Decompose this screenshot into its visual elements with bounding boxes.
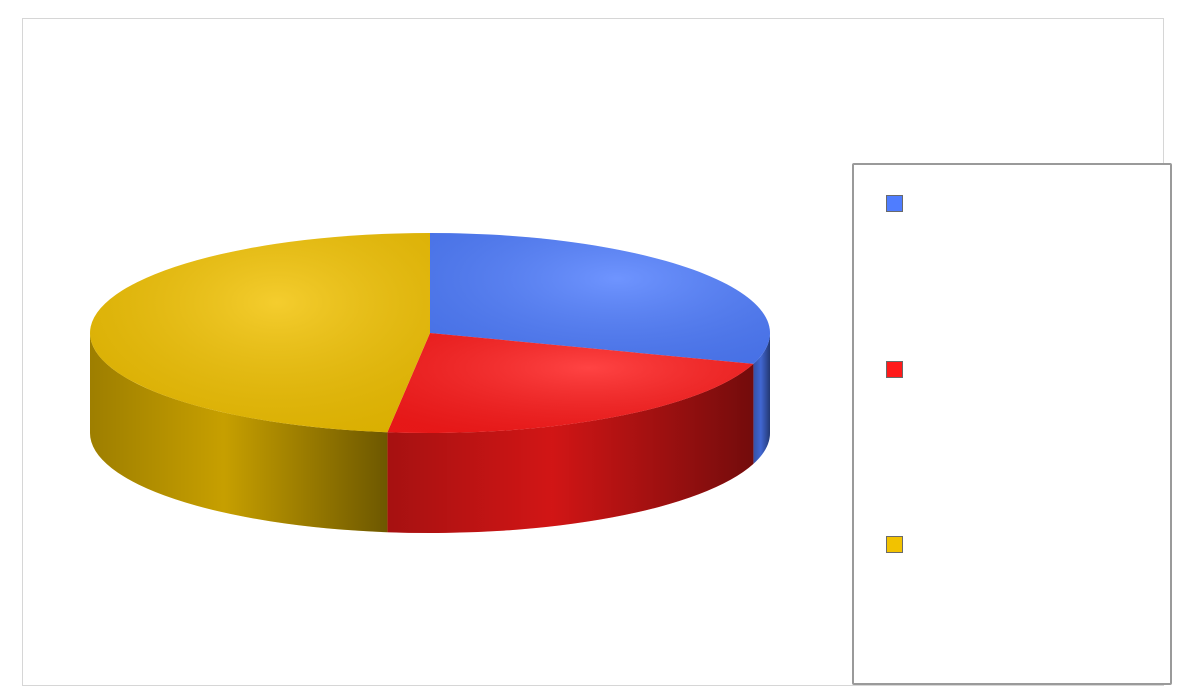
pie-tops bbox=[90, 233, 770, 433]
pie-slice-sheen bbox=[90, 233, 430, 433]
legend-swatch bbox=[886, 361, 903, 378]
pie-slice-side-shade bbox=[90, 333, 388, 533]
chart-legend bbox=[852, 163, 1172, 685]
legend-swatch bbox=[886, 195, 903, 212]
pie-slice-sheen bbox=[430, 233, 770, 364]
pie-slice-side-shade bbox=[387, 363, 754, 533]
legend-swatch bbox=[886, 536, 903, 553]
pie-slice-side-shade bbox=[753, 333, 770, 464]
pie-slice-sheen bbox=[387, 333, 754, 433]
pie-sides bbox=[90, 333, 770, 533]
